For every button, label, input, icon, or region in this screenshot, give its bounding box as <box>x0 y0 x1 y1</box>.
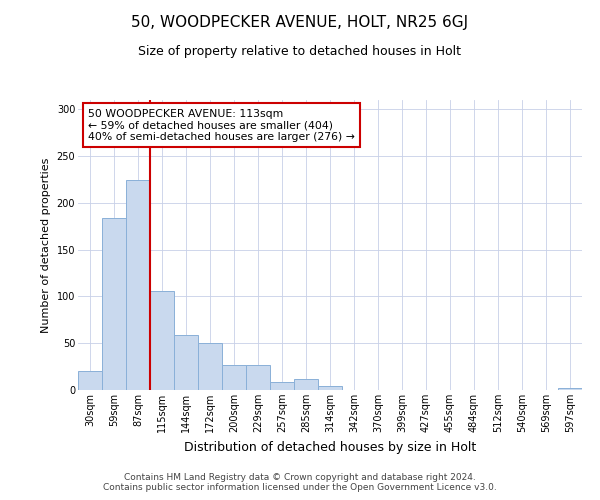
Bar <box>102 218 126 390</box>
Bar <box>150 291 174 390</box>
Y-axis label: Number of detached properties: Number of detached properties <box>41 158 51 332</box>
Bar <box>174 335 198 390</box>
Bar <box>558 388 582 390</box>
Bar <box>198 343 222 390</box>
Bar <box>246 364 270 390</box>
Bar <box>78 372 102 390</box>
Text: 50, WOODPECKER AVENUE, HOLT, NR25 6GJ: 50, WOODPECKER AVENUE, HOLT, NR25 6GJ <box>131 15 469 30</box>
X-axis label: Distribution of detached houses by size in Holt: Distribution of detached houses by size … <box>184 440 476 454</box>
Text: Size of property relative to detached houses in Holt: Size of property relative to detached ho… <box>139 45 461 58</box>
Bar <box>126 180 150 390</box>
Bar <box>318 386 342 390</box>
Bar <box>270 382 294 390</box>
Bar <box>222 364 246 390</box>
Text: 50 WOODPECKER AVENUE: 113sqm
← 59% of detached houses are smaller (404)
40% of s: 50 WOODPECKER AVENUE: 113sqm ← 59% of de… <box>88 108 355 142</box>
Text: Contains HM Land Registry data © Crown copyright and database right 2024.
Contai: Contains HM Land Registry data © Crown c… <box>103 473 497 492</box>
Bar <box>294 379 318 390</box>
